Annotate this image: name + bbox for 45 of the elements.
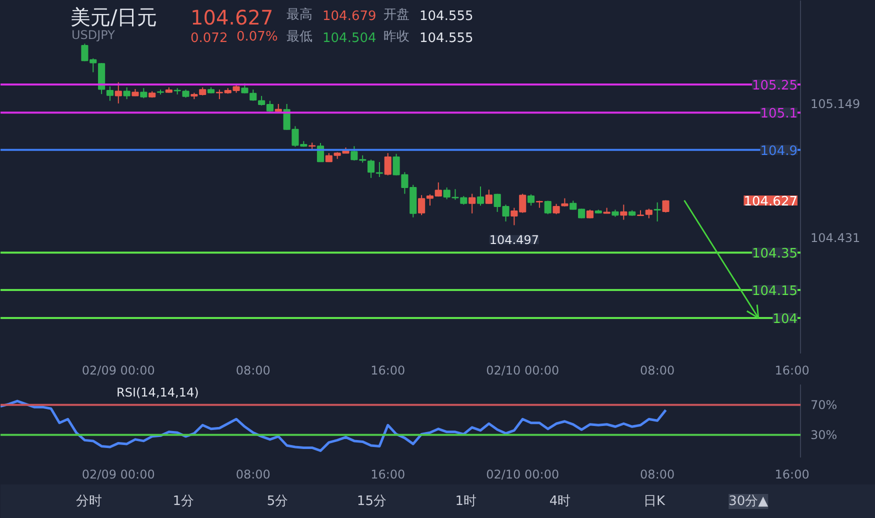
chart-title: 美元/日元 (70, 5, 158, 30)
text: USDJPY (72, 28, 116, 42)
x-tick-label: 08:00 (236, 364, 270, 378)
annotation: 104.504 (322, 30, 376, 46)
annotation: 104.627 (190, 6, 274, 30)
y-tick-label: 70% (810, 398, 838, 412)
annotation: 104.679 (322, 9, 376, 24)
annotation: 昨收 (384, 29, 410, 44)
x-tick-label: 16:00 (370, 364, 406, 378)
chart-title: RSI(14,14,14) (116, 386, 199, 400)
text: 1分 (172, 494, 194, 509)
text: 1时 (455, 494, 477, 509)
ref-line-label: 104.35 (752, 246, 798, 262)
x-tick-label: 02/10 00:00 (486, 364, 560, 378)
x-tick-label: 08:00 (640, 468, 675, 482)
annotation: 104.497 (489, 233, 539, 248)
annotation: 0.072 (190, 30, 228, 46)
y-tick-label: 30% (810, 428, 838, 442)
ref-line-label: 104.15 (752, 284, 798, 299)
x-tick-label: 16:00 (774, 364, 810, 378)
x-tick-label: 02/10 00:00 (486, 468, 560, 482)
text: 分时 (76, 494, 102, 509)
text: 5分 (266, 494, 288, 509)
ref-line-label: 104 (772, 312, 798, 328)
ref-line-label: 105.25 (752, 78, 798, 94)
text: 日K (643, 494, 666, 509)
x-tick-label: 16:00 (774, 468, 810, 482)
x-tick-label: 02/09 00:00 (82, 468, 155, 482)
text: 15分 (356, 494, 386, 509)
ref-line-label: 105.1 (760, 106, 798, 122)
text: 30分▲ (728, 494, 768, 509)
x-tick-label: 16:00 (370, 468, 406, 482)
y-tick-label: 105.149 (810, 96, 860, 111)
annotation: 最高 (286, 6, 312, 23)
annotation: 开盘 (384, 8, 410, 23)
annotation: 0.07% (236, 29, 278, 44)
annotation: 最低 (286, 29, 312, 44)
x-tick-label: 02/09 00:00 (82, 364, 155, 378)
annotation: 104.555 (420, 30, 474, 46)
x-tick-label: 08:00 (236, 468, 270, 482)
y-tick-label: 104.431 (810, 231, 860, 246)
text: 4时 (549, 494, 571, 509)
annotation: 104.555 (420, 9, 474, 24)
x-tick-label: 08:00 (640, 364, 675, 378)
ref-line-label: 104.9 (760, 144, 798, 159)
